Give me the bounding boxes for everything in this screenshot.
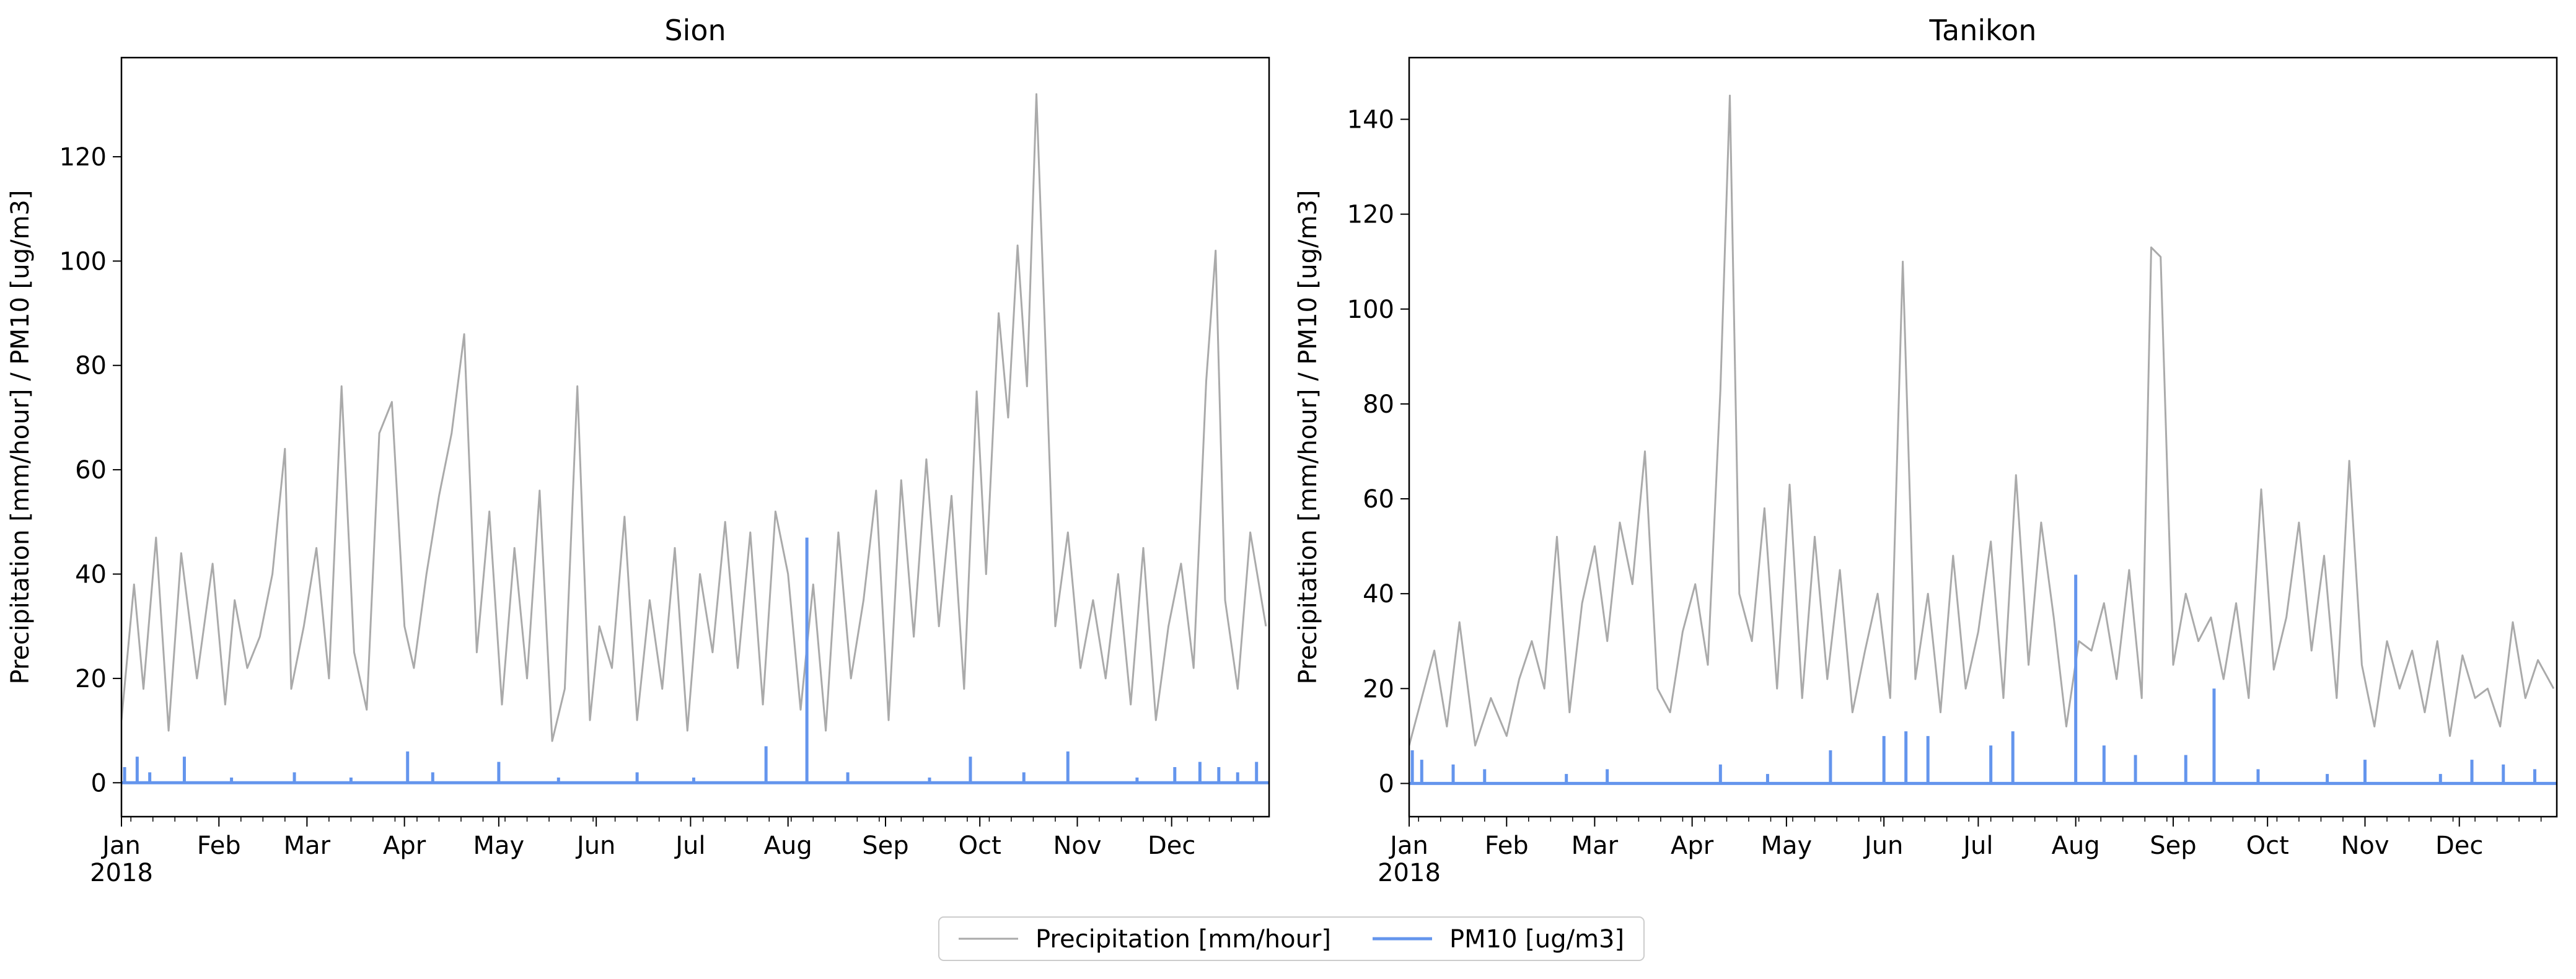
y-tick-label: 60 [75, 456, 107, 485]
plot-area [121, 93, 1269, 784]
y-tick-label: 100 [1347, 296, 1394, 324]
x-tick-label: Sep [2150, 832, 2196, 860]
x-tick-label: Jul [674, 832, 705, 860]
x-tick-label: Mar [284, 832, 331, 860]
chart-panel-1: Tanikon Precipitation [mm/hour] / PM10 [u… [1294, 14, 2558, 887]
x-tick-label: May [1761, 832, 1813, 860]
x-tick-label: Dec [1148, 832, 1195, 860]
x-tick-label: Sep [862, 832, 908, 860]
x-year-label: 2018 [90, 859, 153, 887]
legend-label: PM10 [ug/m3] [1449, 925, 1624, 954]
y-tick-label: 40 [75, 561, 107, 589]
x-tick-label: Apr [383, 832, 426, 860]
x-tick-label: Oct [2246, 832, 2289, 860]
y-tick-label: 120 [59, 143, 107, 172]
x-tick-label: Jan [100, 832, 141, 860]
x-tick-label: Aug [2052, 832, 2100, 860]
x-tick-label: May [473, 832, 525, 860]
x-tick-label: Aug [764, 832, 812, 860]
axes-frame [120, 56, 1270, 818]
x-tick-label: Dec [2435, 832, 2483, 860]
axes-frame [1408, 56, 2558, 818]
x-year-label: 2018 [1378, 859, 1441, 887]
x-tick-label: Nov [1053, 832, 1101, 860]
precipitation-line [1409, 94, 2555, 747]
y-tick-label: 40 [1363, 580, 1394, 608]
x-tick-label: Jun [1863, 832, 1904, 860]
y-tick-label: 60 [1363, 485, 1394, 514]
x-tick-label: Feb [197, 832, 241, 860]
chart-title: Tanikon [1929, 14, 2037, 47]
chart-panel-0: Sion Precipitation [mm/hour] / PM10 [ug/m… [6, 14, 1270, 887]
legend-label: Precipitation [mm/hour] [1035, 925, 1331, 954]
y-tick-label: 80 [1363, 390, 1394, 419]
x-tick-label: Feb [1485, 832, 1529, 860]
y-axis-label: Precipitation [mm/hour] / PM10 [ug/m3] [1294, 190, 1322, 685]
plot-area [1409, 94, 2557, 785]
chart-title: Sion [664, 14, 726, 47]
y-tick-label: 0 [1379, 770, 1394, 798]
x-tick-label: Oct [959, 832, 1001, 860]
y-tick-label: 20 [75, 665, 107, 693]
y-tick-label: 100 [59, 247, 107, 276]
y-tick-label: 20 [1363, 675, 1394, 703]
precipitation-line [121, 93, 1267, 742]
x-tick-label: Jan [1388, 832, 1428, 860]
y-tick-label: 120 [1347, 201, 1394, 229]
x-tick-label: Mar [1572, 832, 1619, 860]
legend-box [938, 916, 1645, 961]
x-tick-label: Apr [1671, 832, 1714, 860]
y-axis-label: Precipitation [mm/hour] / PM10 [ug/m3] [6, 190, 35, 685]
y-tick-label: 80 [75, 352, 107, 380]
y-tick-label: 0 [91, 769, 107, 797]
x-tick-label: Jun [575, 832, 616, 860]
x-tick-label: Jul [1961, 832, 1993, 860]
legend: Precipitation [mm/hour] PM10 [ug/m3] [938, 916, 1645, 961]
x-tick-label: Nov [2341, 832, 2389, 860]
y-tick-label: 140 [1347, 106, 1394, 134]
